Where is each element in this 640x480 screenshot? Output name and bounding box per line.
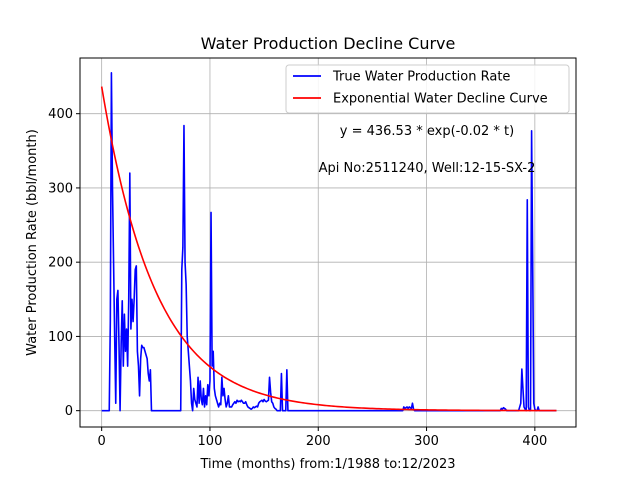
x-tick-label: 300: [414, 434, 439, 449]
x-axis-label: Time (months) from:1/1988 to:12/2023: [199, 457, 455, 472]
y-tick-label: 300: [48, 181, 73, 196]
series-line-exponential-decline: [100, 86, 557, 412]
y-tick-label: 200: [48, 256, 73, 271]
plot-area: [80, 58, 576, 427]
y-tick-label: 400: [48, 107, 73, 122]
legend: True Water Production Rate Exponential Wa…: [285, 64, 570, 114]
chart-title: Water Production Decline Curve: [201, 34, 456, 53]
well-info-annotation: Api No:2511240, Well:12-15-SX-2: [319, 161, 536, 176]
y-tick-label: 100: [48, 330, 73, 345]
equation-annotation: y = 436.53 * exp(-0.02 * t): [340, 124, 514, 139]
legend-box: [285, 64, 570, 114]
x-tick-label: 100: [198, 434, 223, 449]
x-tick-label: 400: [522, 434, 547, 449]
x-tick-label: 200: [306, 434, 331, 449]
legend-label: Exponential Water Decline Curve: [333, 92, 548, 107]
x-tick-label: 0: [98, 434, 106, 449]
y-axis-label: Water Production Rate (bbl/month): [25, 129, 40, 356]
y-tick-label: 0: [65, 404, 73, 419]
axes-frame: [79, 57, 577, 428]
series-line-true-water-production: [101, 72, 557, 412]
legend-label: True Water Production Rate: [332, 70, 510, 85]
